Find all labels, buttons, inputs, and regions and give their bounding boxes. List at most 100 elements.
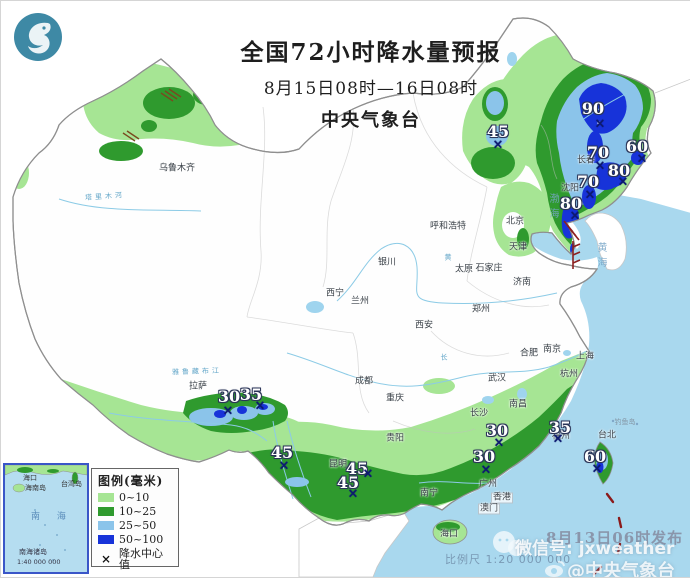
precip-value: 90 (581, 99, 605, 118)
precip-value: 30 (217, 387, 241, 406)
city-label: 昆明 (328, 459, 348, 470)
legend-title: 图例(毫米) (98, 474, 164, 488)
wechat-icon (493, 531, 524, 556)
inset-label-islands: 南海诸岛 (19, 548, 47, 556)
precip-value: 30 (472, 447, 496, 466)
precip-center-mark: × (254, 398, 266, 414)
city-label: 长沙 (469, 408, 489, 419)
city-label: 贵阳 (385, 433, 405, 444)
city-label: 银川 (377, 257, 397, 268)
sea-label: 黄海 (595, 242, 606, 272)
legend-row: 25~50 (98, 520, 172, 531)
diaoyu-islets (611, 419, 639, 426)
south-china-sea-inset: 海口 海南岛 台湾岛 南 海 南海诸岛 1:40 000 000 (3, 463, 89, 574)
city-label: 西安 (414, 320, 434, 331)
city-label: 上海 (575, 351, 595, 362)
city-label: 沈阳 (560, 183, 580, 194)
city-label: 乌鲁木齐 (158, 163, 196, 174)
dragon-icon (28, 22, 51, 54)
legend-swatch-0-10 (98, 493, 114, 502)
city-label: 澳门 (477, 503, 501, 515)
legend-row: 0~10 (98, 492, 172, 503)
legend-marker-label: 降水中心值 (119, 547, 163, 571)
valid-period: 8月15日08时—16日08时 (263, 79, 479, 99)
agency-name: 中央气象台 (321, 110, 421, 131)
city-label: 太原 (454, 264, 474, 275)
precip-center-mark: × (362, 466, 374, 482)
precip-value: 35 (239, 385, 263, 404)
city-label: 南京 (542, 344, 562, 355)
city-label: 台北 (597, 430, 617, 441)
page-title: 全国72小时降水量预报 (240, 39, 502, 66)
terrain-hatch-marks (122, 88, 182, 142)
precip-center-mark: × (594, 116, 606, 132)
legend-label: 10~25 (119, 505, 157, 518)
city-label: 福州 (551, 431, 571, 442)
precip-center-mark: × (278, 458, 290, 474)
city-label: 武汉 (487, 373, 507, 384)
legend-swatch-10-25 (98, 507, 114, 516)
city-label: 西宁 (325, 288, 345, 299)
precip-center-mark: × (480, 462, 492, 478)
precip-center-mark: × (617, 174, 629, 190)
legend-label: 50~100 (119, 533, 164, 546)
precip-center-mark: × (493, 435, 505, 451)
hainan-island (432, 519, 468, 545)
storm-track-marks (563, 220, 581, 269)
precip-center-mark: × (347, 486, 359, 502)
map-scale: 比例尺 1:20 000 000 (445, 553, 572, 566)
beijing-clear-spot (502, 212, 524, 238)
city-label: 南宁 (419, 488, 439, 499)
agency-logo (14, 13, 62, 61)
precip-center-mark: × (552, 431, 564, 447)
city-label: 杭州 (559, 369, 579, 380)
precip-value: 45 (345, 459, 369, 478)
city-label: 成都 (354, 376, 374, 387)
inset-scale: 1:40 000 000 (17, 558, 61, 566)
city-label: 海口 (439, 529, 459, 540)
city-label: 广州 (478, 479, 498, 490)
precip-value: 30 (485, 421, 509, 440)
city-label: 长春 (576, 155, 596, 166)
precip-value: 70 (576, 172, 600, 191)
legend-swatch-25-50 (98, 521, 114, 530)
precip-center-mark: × (492, 137, 504, 153)
map-header: 全国72小时降水量预报 8月15日08时—16日08时 中央气象台 (176, 33, 566, 132)
city-label: 天津 (508, 242, 528, 253)
city-label: 兰州 (350, 296, 370, 307)
precip-center-mark: × (584, 187, 596, 203)
inset-label-hainan: 海南岛 (25, 484, 46, 492)
city-label: 重庆 (385, 393, 405, 404)
legend-row: 50~100 (98, 534, 172, 545)
precip-value: 45 (270, 443, 294, 462)
wechat-watermark: 微信号: jxweather (515, 539, 675, 559)
city-label: 呼和浩特 (429, 221, 467, 232)
legend-row: 10~25 (98, 506, 172, 517)
precip-value: 35 (548, 418, 572, 437)
inset-label-sea: 南 海 (31, 512, 73, 522)
weibo-watermark: @中央气象台 (567, 561, 675, 578)
precip-value: 45 (336, 473, 360, 492)
city-label: 南昌 (508, 399, 528, 410)
inset-map-svg (4, 464, 88, 561)
precip-center-symbol: × (100, 552, 112, 566)
city-label: 济南 (512, 277, 532, 288)
precip-value: 45 (486, 122, 510, 141)
inset-label-taiwan: 台湾岛 (61, 480, 82, 488)
sea-label: 渤海 (547, 193, 558, 223)
precip-center-mark: × (222, 403, 234, 419)
taiwan-island (593, 441, 614, 485)
city-label: 郑州 (471, 304, 491, 315)
publish-time: 8月13日06时发布 (546, 529, 684, 547)
precip-value: 60 (625, 137, 649, 156)
legend: 图例(毫米) 0~10 10~25 25~50 50~100 × 降水中心值 (91, 468, 179, 571)
legend-label: 0~10 (119, 491, 150, 504)
rivers (58, 92, 628, 500)
precip-center-mark: × (569, 208, 581, 224)
precip-center-mark: × (636, 151, 648, 167)
precip-value: 80 (559, 194, 583, 213)
island-label: 钓鱼岛 (614, 418, 636, 426)
inset-label-haikou: 海口 (23, 474, 37, 482)
precip-value: 60 (583, 447, 607, 466)
